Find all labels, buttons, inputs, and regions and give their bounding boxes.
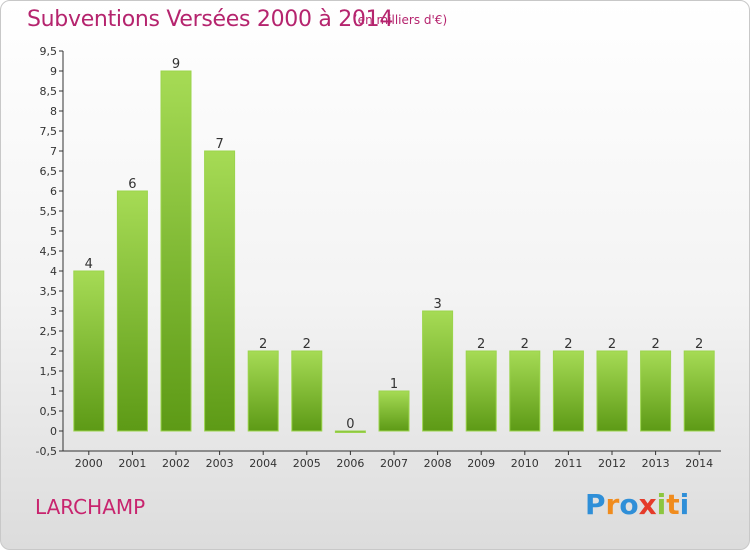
bar-value-label: 2 [564, 337, 572, 352]
y-tick-label: 1 [50, 385, 57, 398]
x-tick-label: 2014 [685, 457, 713, 470]
y-tick-label: 5,5 [40, 205, 58, 218]
y-tick-label: 0,5 [40, 405, 58, 418]
x-tick-label: 2010 [511, 457, 539, 470]
place-name: LARCHAMP [35, 495, 146, 519]
y-tick-label: 4,5 [40, 245, 58, 258]
x-tick-label: 2007 [380, 457, 408, 470]
bar [509, 350, 541, 432]
y-tick-label: 8,5 [40, 85, 58, 98]
bar-value-label: 2 [651, 337, 659, 352]
bar-value-label: 2 [259, 337, 267, 352]
y-tick-label: 5 [50, 225, 57, 238]
bar [552, 350, 584, 432]
bar [73, 270, 105, 432]
y-tick-label: 9,5 [40, 45, 58, 58]
x-tick-label: 2013 [642, 457, 670, 470]
brand-letter: i [679, 488, 690, 521]
bar-value-label: 7 [215, 137, 223, 152]
bar-value-label: 6 [128, 177, 136, 192]
brand-letter: P [585, 488, 606, 521]
bar [640, 350, 672, 432]
bar-value-label: 0 [346, 417, 354, 432]
y-tick-label: 7,5 [40, 125, 58, 138]
brand-letter: x [638, 488, 657, 521]
bar [160, 70, 192, 432]
bar [291, 350, 323, 432]
y-tick-label: 2 [50, 345, 57, 358]
x-tick-label: 2003 [206, 457, 234, 470]
chart-subtitle: (en milliers d'€) [353, 13, 448, 27]
bar-value-label: 4 [85, 257, 93, 272]
bar-value-label: 2 [608, 337, 616, 352]
x-tick-label: 2005 [293, 457, 321, 470]
brand-letter: i [656, 488, 667, 521]
bar-value-label: 2 [521, 337, 529, 352]
bar [683, 350, 715, 432]
bar-value-label: 2 [695, 337, 703, 352]
y-tick-label: 6,5 [40, 165, 58, 178]
y-tick-label: 9 [50, 65, 57, 78]
bar [465, 350, 497, 432]
x-tick-label: 2008 [424, 457, 452, 470]
y-tick-label: 3 [50, 305, 57, 318]
x-tick-label: 2006 [336, 457, 364, 470]
x-tick-label: 2001 [118, 457, 146, 470]
x-tick-label: 2009 [467, 457, 495, 470]
y-tick-label: 1,5 [40, 365, 58, 378]
x-tick-label: 2002 [162, 457, 190, 470]
y-tick-label: 7 [50, 145, 57, 158]
x-tick-label: 2012 [598, 457, 626, 470]
y-tick-label: 4 [50, 265, 57, 278]
y-tick-label: 6 [50, 185, 57, 198]
brand-letter: t [666, 488, 680, 521]
bar-value-label: 1 [390, 377, 398, 392]
bar [422, 310, 454, 432]
x-tick-label: 2011 [554, 457, 582, 470]
brand-logo: Proxiti [585, 488, 689, 521]
x-tick-label: 2004 [249, 457, 277, 470]
bar [204, 150, 236, 432]
bar [247, 350, 279, 432]
y-tick-label: 2,5 [40, 325, 58, 338]
bar [116, 190, 148, 432]
bar [378, 390, 410, 432]
y-tick-label: 3,5 [40, 285, 58, 298]
y-tick-label: -0,5 [36, 445, 57, 458]
brand-letter: r [605, 488, 620, 521]
bar-value-label: 2 [303, 337, 311, 352]
chart-title: Subventions Versées 2000 à 2014 [27, 7, 394, 32]
y-tick-label: 8 [50, 105, 57, 118]
bar-value-label: 3 [433, 297, 441, 312]
bar-value-label: 9 [172, 57, 180, 72]
x-tick-label: 2000 [75, 457, 103, 470]
bar [334, 430, 366, 433]
bar [596, 350, 628, 432]
bar-value-label: 2 [477, 337, 485, 352]
brand-letter: o [619, 488, 639, 521]
y-tick-label: 0 [50, 425, 57, 438]
